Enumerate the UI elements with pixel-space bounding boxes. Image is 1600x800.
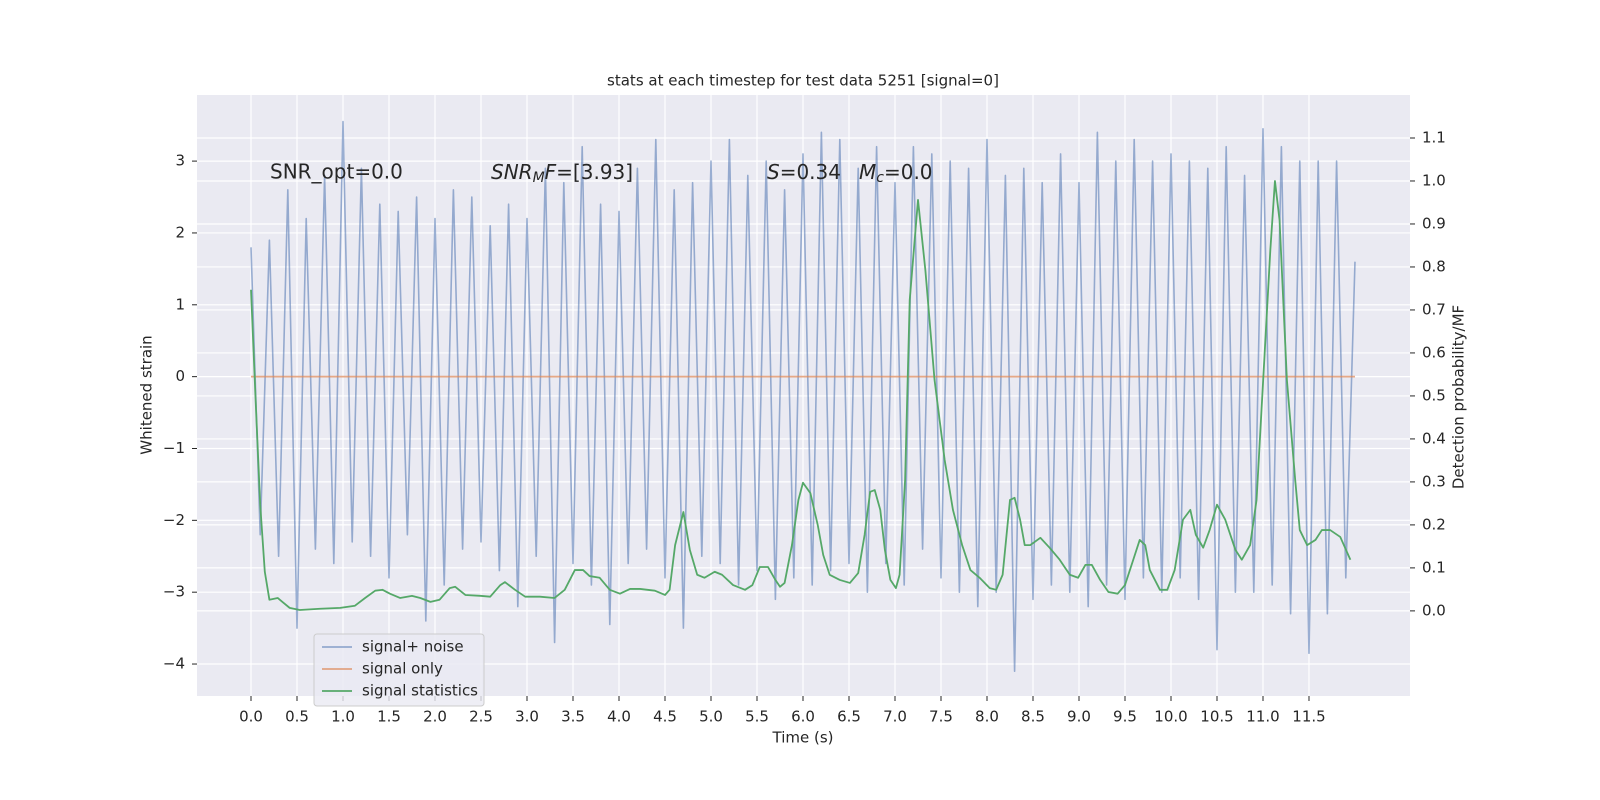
- x-tick-label: 8.0: [975, 708, 999, 726]
- chart-title: stats at each timestep for test data 525…: [607, 72, 999, 90]
- annotation: S=0.34: [767, 160, 841, 184]
- annotation: SNRMF=[3.93]: [491, 160, 633, 187]
- legend-box: [313, 633, 485, 707]
- annotation-part: S: [767, 160, 780, 184]
- annotation: SNR_opt=0.0: [270, 160, 403, 184]
- annotation-part: =0.34: [780, 160, 841, 184]
- y-tick-label: −1: [163, 439, 185, 457]
- x-tick-label: 2.5: [469, 708, 493, 726]
- annotation-part: c: [876, 170, 884, 186]
- x-tick-label: 1.5: [377, 708, 401, 726]
- x-tick-label: 6.5: [837, 708, 861, 726]
- x-tick-label: 4.5: [653, 708, 677, 726]
- x-tick-label: 5.0: [699, 708, 723, 726]
- y-tick-label: 3: [175, 152, 185, 170]
- x-tick-label: 9.5: [1113, 708, 1137, 726]
- legend-label: signal+ noise: [362, 638, 464, 656]
- x-tick-label: 6.0: [791, 708, 815, 726]
- x-tick-label: 1.0: [331, 708, 355, 726]
- x-tick-label: 8.5: [1021, 708, 1045, 726]
- annotation-part: M: [533, 170, 545, 186]
- x-tick-label: 7.5: [929, 708, 953, 726]
- x-tick-label: 4.0: [607, 708, 631, 726]
- x-tick-label: 3.5: [561, 708, 585, 726]
- y-tick-label: 2: [175, 223, 185, 241]
- annotation: Mc=0.0: [859, 160, 933, 187]
- y-tick-label: 0: [175, 367, 185, 385]
- annotation-part: SNR: [491, 160, 533, 184]
- y-tick-label: −4: [163, 655, 185, 673]
- y-tick-label: −2: [163, 511, 185, 529]
- y2-tick-label: 0.9: [1422, 214, 1446, 232]
- annotation-part: F: [545, 160, 557, 184]
- annotation-part: =[3.93]: [556, 160, 633, 184]
- y2-tick-label: 0.1: [1422, 558, 1446, 576]
- legend-label: signal statistics: [362, 682, 478, 700]
- x-tick-label: 5.5: [745, 708, 769, 726]
- y-tick-label: −3: [163, 583, 185, 601]
- annotation-part: =0.0: [884, 160, 933, 184]
- y-axis-label: Whitened strain: [138, 335, 156, 454]
- x-tick-label: 11.5: [1292, 708, 1325, 726]
- y2-tick-label: 0.3: [1422, 472, 1446, 490]
- y2-tick-label: 0.8: [1422, 257, 1446, 275]
- y2-tick-label: 1.0: [1422, 171, 1446, 189]
- x-tick-label: 9.0: [1067, 708, 1091, 726]
- y2-tick-label: 0.5: [1422, 386, 1446, 404]
- y-tick-label: 1: [175, 295, 185, 313]
- x-tick-label: 0.5: [285, 708, 309, 726]
- y2-axis-label: Detection probability/MF: [1450, 305, 1468, 489]
- y2-tick-label: 0.7: [1422, 300, 1446, 318]
- x-tick-label: 10.0: [1154, 708, 1187, 726]
- y2-tick-label: 0.2: [1422, 515, 1446, 533]
- x-tick-label: 7.0: [883, 708, 907, 726]
- y2-tick-label: 0.0: [1422, 601, 1446, 619]
- series-line: [250, 120, 1356, 673]
- y2-tick-label: 0.6: [1422, 343, 1446, 361]
- x-axis-label: Time (s): [772, 729, 834, 747]
- x-tick-label: 0.0: [239, 708, 263, 726]
- x-tick-label: 10.5: [1200, 708, 1233, 726]
- x-tick-label: 3.0: [515, 708, 539, 726]
- annotation-part: M: [859, 160, 876, 184]
- legend-label: signal only: [362, 660, 443, 678]
- x-tick-label: 11.0: [1246, 708, 1279, 726]
- y2-tick-label: 1.1: [1422, 128, 1446, 146]
- x-tick-label: 2.0: [423, 708, 447, 726]
- y2-tick-label: 0.4: [1422, 429, 1446, 447]
- series-line: [250, 180, 1352, 611]
